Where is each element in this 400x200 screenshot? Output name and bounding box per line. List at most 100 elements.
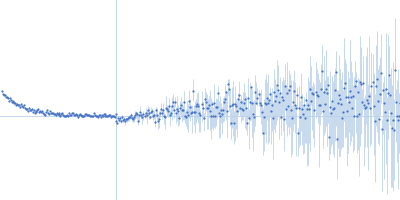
Point [185, 114, 192, 117]
Point [111, 115, 117, 118]
Point [192, 111, 198, 114]
Point [39, 110, 46, 113]
Point [152, 108, 159, 111]
Point [32, 110, 39, 113]
Point [20, 106, 26, 109]
Point [361, 103, 368, 107]
Point [282, 85, 288, 88]
Point [197, 113, 204, 116]
Point [46, 112, 52, 115]
Point [220, 108, 226, 111]
Point [114, 121, 120, 125]
Point [289, 117, 295, 120]
Point [83, 112, 90, 115]
Point [191, 110, 198, 113]
Point [295, 132, 302, 135]
Point [268, 103, 275, 106]
Point [378, 128, 385, 131]
Point [80, 115, 87, 118]
Point [210, 115, 216, 118]
Point [350, 94, 356, 97]
Point [176, 116, 182, 119]
Point [54, 112, 60, 115]
Point [67, 114, 73, 117]
Point [118, 120, 124, 123]
Point [373, 78, 380, 81]
Point [219, 112, 225, 115]
Point [391, 128, 397, 131]
Point [30, 108, 37, 111]
Point [314, 94, 321, 97]
Point [140, 113, 147, 116]
Point [198, 102, 205, 105]
Point [376, 92, 383, 95]
Point [13, 104, 20, 107]
Point [324, 92, 330, 95]
Point [84, 113, 90, 116]
Point [235, 97, 241, 100]
Point [190, 90, 196, 93]
Point [166, 104, 172, 107]
Point [1, 93, 7, 96]
Point [21, 103, 27, 107]
Point [82, 113, 88, 116]
Point [96, 114, 103, 117]
Point [322, 87, 329, 90]
Point [137, 110, 144, 113]
Point [94, 115, 101, 118]
Point [187, 105, 194, 108]
Point [320, 91, 327, 94]
Point [194, 102, 201, 105]
Point [181, 100, 188, 103]
Point [312, 91, 319, 94]
Point [165, 110, 171, 113]
Point [275, 88, 281, 92]
Point [50, 112, 56, 115]
Point [74, 116, 81, 119]
Point [247, 100, 254, 104]
Point [371, 120, 378, 123]
Point [76, 113, 82, 116]
Point [298, 95, 304, 98]
Point [284, 92, 290, 95]
Point [173, 112, 179, 115]
Point [258, 110, 265, 113]
Point [88, 114, 94, 117]
Point [352, 84, 358, 88]
Point [382, 111, 388, 114]
Point [250, 112, 257, 116]
Point [91, 112, 97, 115]
Point [148, 110, 154, 114]
Point [304, 107, 310, 110]
Point [234, 109, 240, 112]
Point [193, 104, 200, 108]
Point [6, 97, 13, 100]
Point [338, 102, 344, 105]
Point [305, 103, 312, 106]
Point [150, 114, 156, 117]
Point [283, 107, 289, 111]
Point [123, 117, 129, 120]
Point [92, 113, 98, 116]
Point [122, 120, 128, 123]
Point [178, 103, 184, 106]
Point [66, 112, 72, 115]
Point [129, 117, 136, 120]
Point [370, 104, 377, 108]
Point [348, 95, 354, 98]
Point [135, 119, 142, 122]
Point [344, 109, 350, 113]
Point [276, 100, 282, 104]
Point [0, 93, 6, 96]
Point [33, 111, 40, 114]
Point [134, 113, 140, 116]
Point [124, 117, 130, 120]
Point [150, 113, 157, 117]
Point [125, 117, 132, 120]
Point [171, 109, 177, 112]
Point [172, 101, 178, 104]
Point [363, 106, 370, 109]
Point [386, 74, 392, 77]
Point [257, 104, 264, 107]
Point [106, 113, 112, 116]
